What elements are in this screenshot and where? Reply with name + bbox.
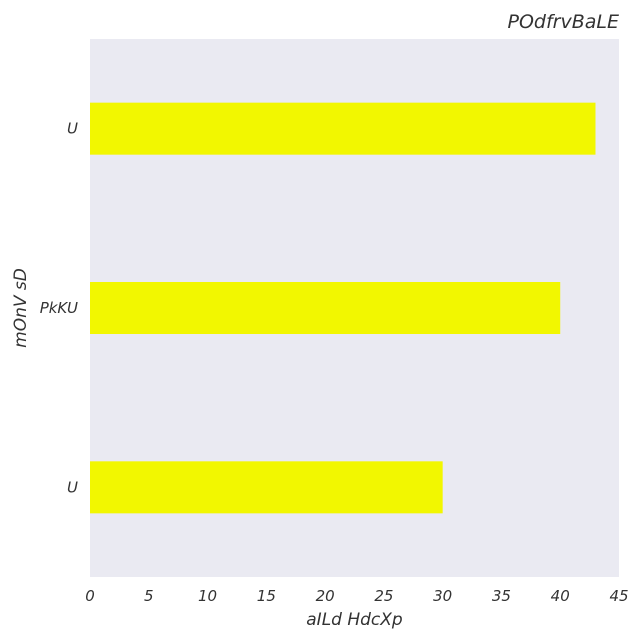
x-tick-label: 15 [257, 587, 276, 605]
x-tick-label: 30 [433, 587, 452, 605]
x-axis-title: aILd HdcXp [306, 610, 403, 630]
x-tick-label: 45 [609, 587, 628, 605]
y-tick-label: U [67, 478, 78, 496]
y-tick-label: PkKU [40, 299, 78, 317]
x-tick-label: 5 [144, 587, 154, 605]
bar [90, 281, 561, 335]
bar [90, 102, 596, 155]
y-tick-label: U [67, 120, 78, 138]
chart-title: POdfrvBaLE [508, 11, 620, 33]
x-tick-label: 10 [198, 587, 217, 605]
bar [90, 461, 443, 514]
x-tick-label: 35 [492, 587, 511, 605]
x-tick-label: 40 [551, 587, 570, 605]
y-axis-title: mOnV sD [11, 268, 31, 348]
x-tick-label: 0 [85, 587, 95, 605]
x-tick-label: 25 [374, 587, 393, 605]
x-tick-label: 20 [316, 587, 335, 605]
